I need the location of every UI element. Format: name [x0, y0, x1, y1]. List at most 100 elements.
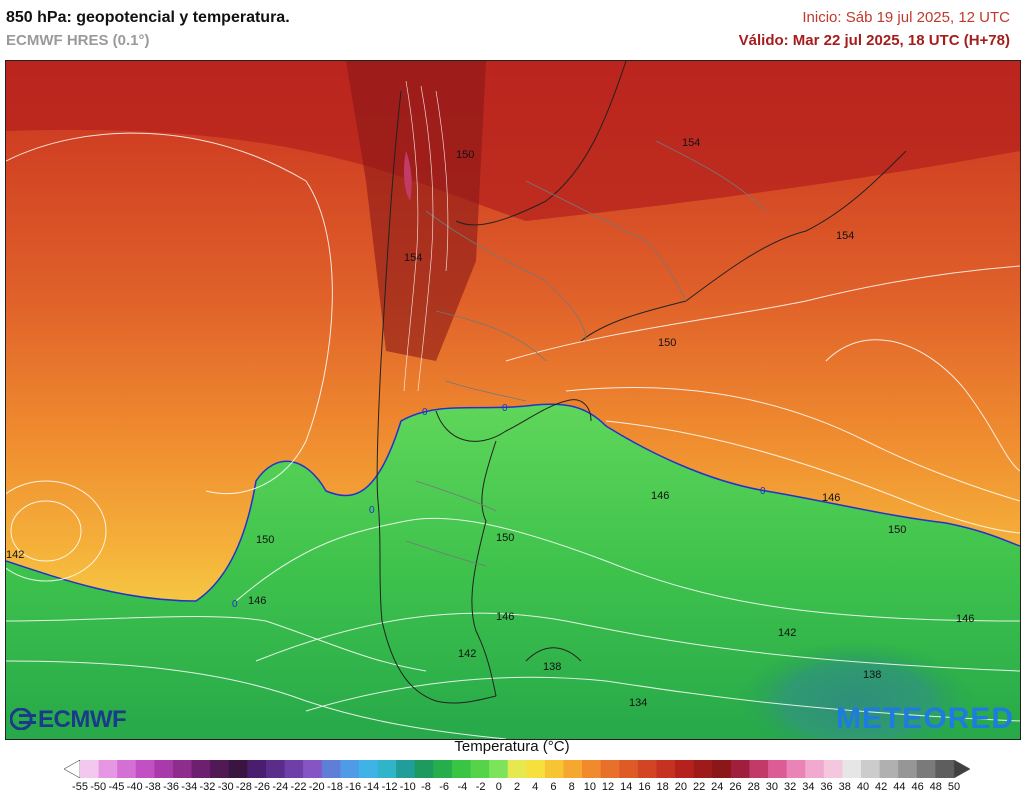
contour-label: 138	[863, 669, 881, 681]
legend-label: 10	[583, 781, 596, 793]
legend-swatch	[842, 760, 862, 778]
legend-swatch	[172, 760, 193, 778]
legend-swatch	[507, 760, 527, 778]
contour-labels: 150 154 154 154 150 146 146 150 150 142 …	[6, 137, 974, 709]
contour-label: 142	[458, 648, 476, 660]
legend-label: -14	[363, 781, 380, 793]
legend-label: -24	[272, 781, 289, 793]
legend-label: 32	[784, 781, 797, 793]
legend-label: -4	[457, 781, 468, 793]
legend-label: 34	[802, 781, 815, 793]
contour-label: 146	[496, 611, 514, 623]
legend-swatch	[284, 760, 304, 778]
contour-label: 154	[404, 252, 422, 264]
color-legend	[64, 760, 970, 778]
legend-swatch	[396, 760, 416, 778]
contour-label: 146	[651, 490, 669, 502]
contour-label: 150	[256, 534, 274, 546]
isotherm-label: 0	[369, 505, 375, 516]
legend-label: 28	[747, 781, 760, 793]
ecmwf-logo-text: ECMWF	[38, 706, 127, 733]
legend-label: 2	[513, 781, 521, 793]
contour-label: 150	[888, 524, 906, 536]
contour-label: 150	[496, 532, 514, 544]
legend-label: -32	[199, 781, 216, 793]
legend-label: 18	[656, 781, 669, 793]
high-terrain-patch	[403, 151, 412, 201]
legend-swatch	[265, 760, 286, 778]
legend-swatch	[191, 760, 211, 778]
legend-swatch	[247, 760, 267, 778]
legend-swatch	[80, 760, 100, 778]
legend-swatch	[619, 760, 639, 778]
header-right: Inicio: Sáb 19 jul 2025, 12 UTC Válido: …	[739, 8, 1010, 51]
andes-hot-region	[346, 61, 486, 361]
legend-label: -12	[381, 781, 398, 793]
zero-isotherm	[6, 403, 1020, 602]
legend-swatch	[898, 760, 918, 778]
forecast-map[interactable]: 150 154 154 154 150 146 146 150 150 142 …	[5, 60, 1021, 740]
legend-arrow-right	[953, 760, 970, 778]
isotherm-labels: 0 0 0 0 0	[232, 403, 766, 610]
contour-label: 142	[6, 549, 24, 561]
contour-label: 138	[543, 661, 561, 673]
legend-swatch	[414, 760, 434, 778]
contour-label: 146	[248, 595, 266, 607]
legend-swatch	[675, 760, 695, 778]
legend-swatch	[377, 760, 397, 778]
legend-label: -18	[326, 781, 343, 793]
legend-label: -34	[181, 781, 198, 793]
legend-label: 48	[929, 781, 942, 793]
legend-swatch	[321, 760, 341, 778]
legend-swatch	[637, 760, 657, 778]
legend-label: 44	[893, 781, 906, 793]
legend-labels: -55 -50 -45 -40 -38 -36 -34 -32 -30 -28 -26 -24 -22-…	[0, 781, 1024, 797]
terrain-contours	[403, 80, 449, 392]
legend-scale	[64, 760, 970, 778]
hot-region	[6, 61, 1020, 221]
legend-label: 46	[911, 781, 924, 793]
legend-label: -26	[254, 781, 271, 793]
legend-swatch	[582, 760, 602, 778]
legend-label: 40	[856, 781, 870, 793]
legend-swatch	[730, 760, 750, 778]
legend-swatch	[823, 760, 843, 778]
legend-label: 14	[620, 781, 633, 793]
legend-swatch	[786, 760, 806, 778]
cold-airmass	[6, 404, 1020, 739]
legend-label: -36	[163, 781, 179, 793]
legend-label: 16	[638, 781, 651, 793]
isotherm-label: 0	[422, 407, 428, 418]
legend-swatch	[768, 760, 788, 778]
legend-swatch	[340, 760, 360, 778]
legend-arrow-left	[64, 760, 81, 778]
contour-label: 146	[822, 492, 840, 504]
internal-borders	[405, 140, 767, 567]
legend-label: -2	[475, 781, 486, 793]
legend-label: -8	[421, 781, 431, 793]
legend-label: -6	[439, 781, 450, 793]
isotherm-label: 0	[502, 403, 508, 414]
map-canvas: 150 154 154 154 150 146 146 150 150 142 …	[6, 61, 1020, 739]
legend-swatch	[712, 760, 732, 778]
legend-label: -16	[345, 781, 362, 793]
legend-label: -40	[126, 781, 143, 793]
legend-swatch	[935, 760, 955, 778]
meteored-logo: METEORED	[835, 702, 1014, 735]
legend-label: -38	[144, 781, 161, 793]
legend-label: -55	[72, 781, 88, 793]
legend-swatch	[228, 760, 248, 778]
legend-label: -28	[235, 781, 252, 793]
legend-label: -45	[108, 781, 125, 793]
legend-swatch	[117, 760, 137, 778]
valid-time: Válido: Mar 22 jul 2025, 18 UTC (H+78)	[738, 32, 1010, 49]
chart-title: 850 hPa: geopotencial y temperatura.	[6, 9, 290, 26]
legend-label: 30	[765, 781, 779, 793]
legend-label: 24	[711, 781, 724, 793]
legend-label: -50	[90, 781, 107, 793]
contour-label: 150	[658, 337, 676, 349]
init-time: Inicio: Sáb 19 jul 2025, 12 UTC	[802, 9, 1010, 26]
coastlines	[376, 61, 907, 704]
isotherm-label: 0	[232, 599, 238, 610]
legend-label: 42	[875, 781, 888, 793]
